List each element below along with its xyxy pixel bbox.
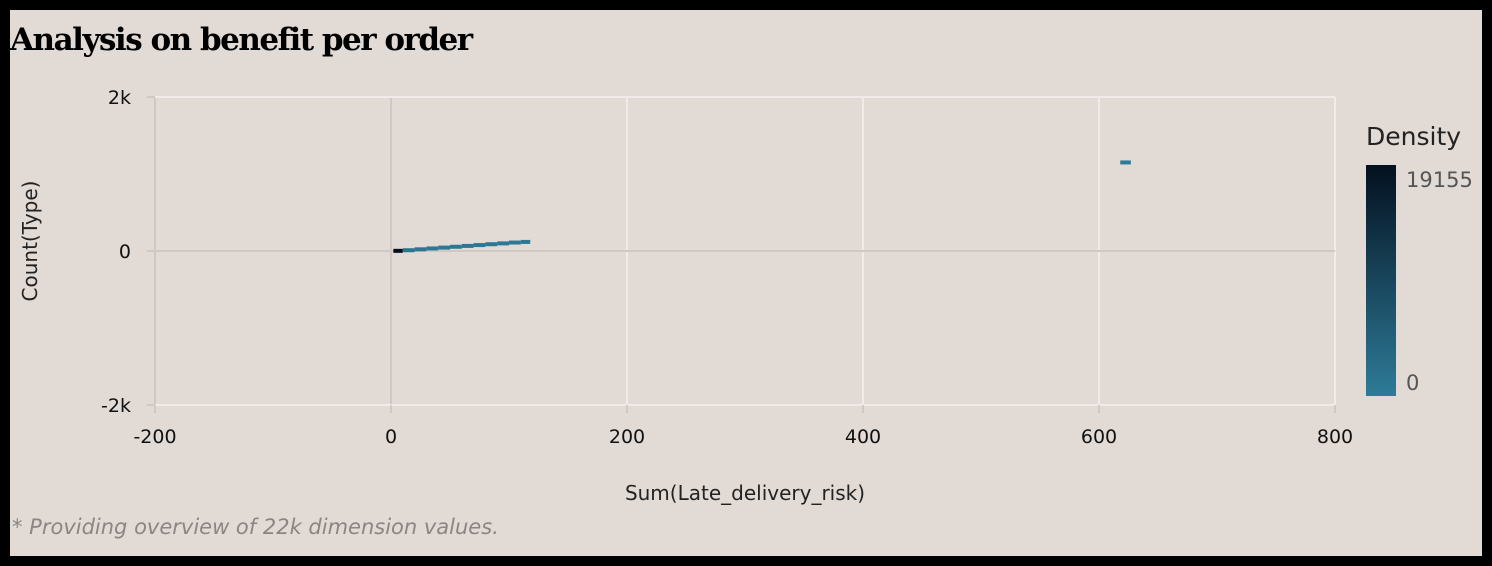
- heatmap-cell: [1120, 160, 1131, 165]
- legend-title: Density: [1366, 122, 1461, 151]
- y-tick-label: 2k: [108, 87, 131, 109]
- x-tick-label: 400: [845, 426, 881, 448]
- y-axis-label: Count(Type): [18, 181, 42, 302]
- legend-max-label: 19155: [1406, 168, 1473, 192]
- heatmap-cell: [509, 240, 521, 245]
- chart-title: Analysis on benefit per order: [10, 22, 473, 58]
- heatmap-cell: [520, 239, 531, 244]
- heatmap-cell: [414, 247, 427, 252]
- legend-gradient-bar: [1366, 165, 1396, 396]
- density-legend: Density 19155 0: [1366, 122, 1473, 396]
- axis-layer: -200 0 200 400 600 800 2k 0 -2k: [101, 87, 1353, 448]
- x-tick-label: 0: [385, 426, 397, 448]
- heatmap-cell: [438, 245, 450, 250]
- heatmap-cell: [461, 243, 474, 248]
- heatmap-cell: [426, 246, 439, 251]
- chart-frame: Analysis on benefit per order -200 0 200 40…: [10, 10, 1482, 556]
- x-tick-label: -200: [133, 426, 176, 448]
- x-tick-label: 200: [609, 426, 645, 448]
- footnote: * Providing overview of 22k dimension va…: [12, 515, 499, 539]
- heatmap-cell: [485, 242, 498, 247]
- x-tick-label: 600: [1081, 426, 1117, 448]
- heatmap-cell: [402, 248, 415, 253]
- heatmap-cells: [393, 160, 1131, 253]
- x-tick-label: 800: [1317, 426, 1353, 448]
- heatmap-cell: [473, 243, 486, 248]
- y-tick-label: -2k: [101, 395, 131, 417]
- x-axis-label: Sum(Late_delivery_risk): [625, 481, 865, 505]
- chart-svg: -200 0 200 400 600 800 2k 0 -2k Sum(Late_deliver…: [18, 87, 1473, 505]
- heatmap-cell: [393, 248, 403, 253]
- heatmap-cell: [497, 241, 509, 246]
- y-tick-label: 0: [119, 241, 131, 263]
- legend-min-label: 0: [1406, 371, 1419, 395]
- heatmap-cell: [450, 244, 462, 249]
- grid-layer: [154, 96, 1336, 406]
